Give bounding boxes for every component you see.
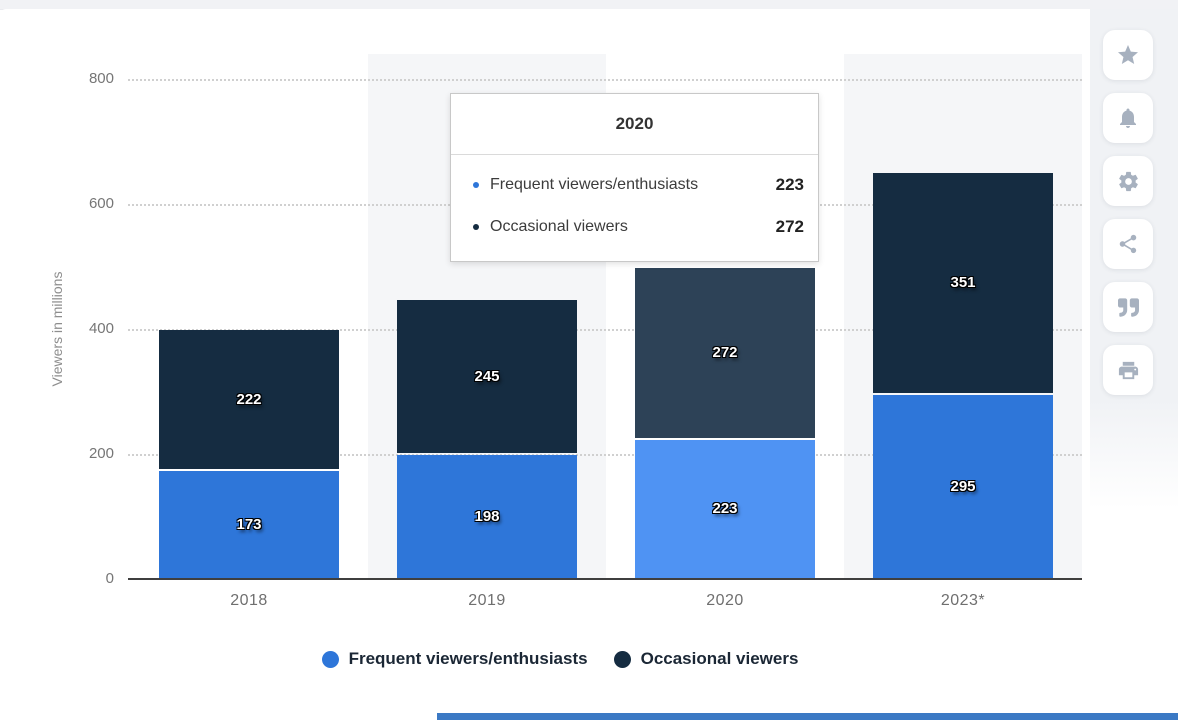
chart-tooltip: 2020 Frequent viewers/enthusiasts 223 Oc… [450,93,819,262]
tooltip-title: 2020 [451,94,818,155]
bar-value-label: 223 [712,500,738,518]
y-axis-tick-label: 600 [88,195,114,212]
tooltip-value: 272 [775,217,804,236]
bar-segment-frequent-2019[interactable] [397,455,577,579]
share-button[interactable] [1103,219,1153,269]
tooltip-body: Frequent viewers/enthusiasts 223 Occasio… [451,155,818,261]
y-gridline [128,454,1082,456]
y-gridline [128,329,1082,331]
bar-value-label: 272 [712,343,738,361]
print-button[interactable] [1103,345,1153,395]
favorite-button[interactable] [1103,30,1153,80]
legend-label: Occasional viewers [640,649,799,668]
chart-legend: Frequent viewers/enthusiasts Occasional … [0,649,1120,669]
print-icon [1117,359,1140,382]
y-axis-tick-label: 800 [88,70,114,87]
bar-segment-frequent-2020[interactable] [635,439,815,579]
bar-value-label: 222 [236,390,262,408]
bar-segment-occasional-2020[interactable] [635,267,815,438]
tooltip-label: Frequent viewers/enthusiasts [490,176,699,193]
star-icon [1116,43,1140,67]
legend-label: Frequent viewers/enthusiasts [348,649,588,668]
y-axis-tick-label: 200 [88,445,114,462]
share-icon [1117,233,1139,255]
tooltip-value: 223 [775,175,804,194]
chart-card: 0 200 400 600 800 173 222 2018 198 245 2019 223 272 2… [0,9,1090,720]
bar-value-label: 295 [950,477,976,495]
y-axis-tick-label: 400 [88,320,114,337]
tooltip-bullet-occasional-icon [473,224,479,230]
legend-marker-frequent-icon [321,650,339,668]
bottom-accent-bar [437,713,1178,720]
legend-marker-occasional-icon [613,650,631,668]
alerts-button[interactable] [1103,93,1153,143]
bar-value-label: 245 [474,367,500,385]
bar-segment-occasional-2019[interactable] [397,300,577,454]
tooltip-row-frequent: Frequent viewers/enthusiasts 223 [473,175,804,195]
x-axis-category-label: 2019 [468,592,506,609]
x-axis-category-label: 2023* [940,592,986,609]
y-axis-tick-label: 0 [105,570,114,587]
bar-value-label: 351 [950,273,976,291]
x-axis-line [128,578,1082,580]
bell-icon [1116,106,1140,130]
bar-segment-occasional-2023*[interactable] [873,173,1053,393]
bar-value-label: 173 [236,515,262,533]
bar-value-label: 198 [474,508,500,526]
bar-segment-frequent-2023*[interactable] [873,394,1053,579]
y-axis-title: Viewers in millions [49,271,65,387]
tooltip-bullet-frequent-icon [473,182,479,188]
tooltip-row-occasional: Occasional viewers 272 [473,217,804,237]
settings-button[interactable] [1103,156,1153,206]
tooltip-label: Occasional viewers [490,218,628,235]
x-axis-category-label: 2018 [230,592,268,609]
legend-item-frequent[interactable]: Frequent viewers/enthusiasts [321,649,588,669]
y-gridline [128,79,1082,81]
cite-button[interactable] [1103,282,1153,332]
quote-icon [1117,297,1139,318]
bar-segment-occasional-2018[interactable] [159,330,339,469]
legend-item-occasional[interactable]: Occasional viewers [613,649,799,669]
gear-icon [1117,170,1140,193]
bar-segment-frequent-2018[interactable] [159,470,339,579]
x-axis-category-label: 2020 [706,592,744,609]
